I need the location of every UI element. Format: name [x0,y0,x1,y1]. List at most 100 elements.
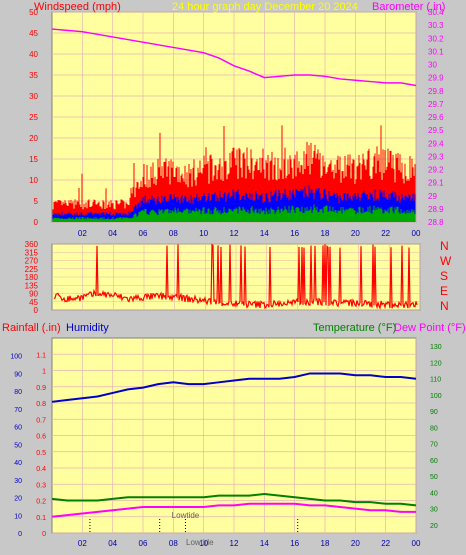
x-tick-label: 00 [412,539,421,548]
humidity-y-tick-label: 30 [14,478,22,485]
temp-y-tick-label: 50 [430,474,438,481]
temp-humidity-x-ticks: 02 04 06 08 10 12 14 16 18 20 22 00 [78,539,421,548]
wind-y-tick-label: 10 [29,176,38,185]
x-tick-label: 16 [290,229,299,238]
x-tick-label: 08 [169,539,178,548]
wind-y-tick-label: 25 [29,113,38,122]
x-tick-label: 18 [321,229,330,238]
rain-y-tick-label: 0.9 [36,385,46,392]
rain-y-tick-label: 0 [42,531,46,538]
baro-y-tick-label: 29.8 [428,87,444,96]
x-tick-label: 08 [169,229,178,238]
baro-y-tick-label: 29.5 [428,126,444,135]
x-tick-label: 04 [108,539,117,548]
compass-letter: N [440,239,449,253]
humidity-y-tick-label: 90 [14,371,22,378]
direction-y-tick-label: 45 [29,298,38,307]
rain-y-tick-label: 0.7 [36,417,46,424]
x-tick-label: 12 [230,229,239,238]
wind-y-tick-label: 0 [34,218,39,227]
x-tick-label: 10 [199,539,208,548]
temp-y-tick-label: 30 [430,507,438,514]
temp-y-tick-label: 120 [430,360,442,367]
baro-y-tick-label: 30 [428,61,437,70]
x-tick-label: 10 [199,229,208,238]
temp-y-tick-label: 40 [430,490,438,497]
baro-y-tick-label: 29.2 [428,166,444,175]
temp-y-tick-label: 100 [430,393,442,400]
baro-y-tick-label: 29.6 [428,113,444,122]
windspeed-axis-label: Windspeed (mph) [34,1,121,13]
rain-y-tick-label: 0.5 [36,450,46,457]
baro-y-tick-label: 30.1 [428,47,444,56]
wind-y-tick-label: 50 [29,8,38,17]
x-tick-label: 22 [381,539,390,548]
barometer-axis-label: Barometer (.in) [372,1,445,13]
x-tick-label: 18 [321,539,330,548]
baro-y-tick-label: 30.4 [428,8,444,17]
wind-average-trace [52,185,416,222]
temp-y-tick-label: 20 [430,523,438,530]
wind-y-tick-label: 15 [29,155,38,164]
wind-direction-grid [52,243,421,311]
compass-letter: W [440,254,452,268]
wind-direction-trace [53,243,418,310]
tide-markers: Lowtide [89,511,299,533]
x-tick-label: 12 [230,539,239,548]
wind-speed-traces [52,125,416,222]
rain-y-tick-label: 0.1 [36,515,46,522]
direction-y-tick-label: 135 [25,281,39,290]
direction-y-tick-label: 90 [29,290,38,299]
wind-y-tick-label: 45 [29,29,38,38]
humidity-axis-label: Humidity [66,322,109,334]
wind-y-tick-label: 35 [29,71,38,80]
direction-y-tick-label: 360 [25,240,39,249]
baro-y-tick-label: 29 [428,192,437,201]
baro-y-tick-label: 30.2 [428,34,444,43]
barometer-line [51,28,417,87]
x-tick-label: 16 [290,539,299,548]
direction-y-tick-label: 270 [25,257,39,266]
baro-y-tick-label: 28.8 [428,218,444,227]
humidity-line [51,372,417,403]
rain-y-tick-label: 1 [42,369,46,376]
wind-low-trace [52,204,416,222]
x-tick-label: 00 [412,229,421,238]
temp-humidity-grid [52,338,417,534]
temp-y-tick-label: 110 [430,377,441,384]
temp-y-tick-label: 130 [430,344,442,351]
humidity-y-tick-label: 40 [14,460,22,467]
compass-letter: E [440,284,448,298]
baro-y-tick-label: 28.9 [428,205,444,214]
x-tick-label: 14 [260,539,269,548]
humidity-y-tick-label: 60 [14,425,22,432]
rain-y-tick-label: 0.8 [36,401,46,408]
rain-y-tick-label: 0.3 [36,482,46,489]
x-tick-label: 22 [381,229,390,238]
tide-marker-label: Lowtide [172,511,200,520]
wind-y-tick-label: 20 [29,134,38,143]
humidity-y-tick-label: 50 [14,442,22,449]
x-tick-label: 14 [260,229,269,238]
baro-y-tick-label: 29.9 [428,74,444,83]
compass-letter: N [440,299,449,313]
temp-y-tick-label: 80 [430,425,438,432]
rain-y-tick-label: 1.1 [36,352,46,359]
temperature-line [51,492,417,507]
rainfall-y-ticks: 0 0.1 0.2 0.3 0.4 0.5 0.6 0.7 0.8 0.9 1 1.1 [36,352,46,538]
tide-bottom-label: Lowtide [186,538,214,547]
baro-y-tick-label: 30.3 [428,21,444,30]
baro-y-tick-label: 29.7 [428,100,444,109]
direction-y-tick-label: 315 [25,248,39,257]
humidity-y-tick-label: 0 [18,531,22,538]
rain-y-tick-label: 0.6 [36,434,46,441]
baro-y-tick-label: 29.3 [428,152,444,161]
baro-y-tick-label: 29.4 [428,139,444,148]
dew-point-line [51,502,416,518]
